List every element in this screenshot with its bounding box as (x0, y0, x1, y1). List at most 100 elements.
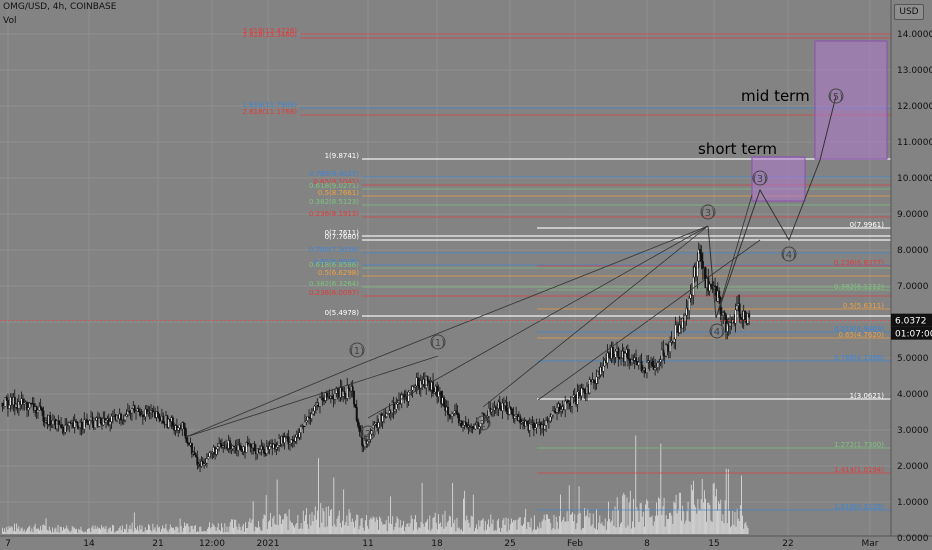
candle-body (88, 420, 91, 425)
volume-bar (612, 510, 614, 534)
candle-body (678, 324, 681, 333)
volume-bar (649, 517, 651, 534)
volume-bar (703, 490, 705, 534)
volume-bar (332, 526, 334, 534)
volume-bar (591, 524, 593, 534)
volume-bar (191, 525, 193, 534)
volume-bar (109, 527, 111, 534)
volume-bar (415, 514, 417, 534)
volume-bar (131, 522, 133, 534)
volume-bar (461, 531, 463, 534)
volume-bar (273, 515, 275, 534)
candle-body (314, 404, 317, 407)
candle-body (23, 402, 26, 405)
volume-bar (405, 526, 407, 534)
wave-circle (700, 204, 716, 220)
volume-bar (326, 526, 328, 534)
volume-bar (229, 522, 231, 534)
candle-body (253, 443, 256, 451)
volume-bar (558, 515, 560, 534)
volume-bar (356, 514, 358, 534)
volume-bar (330, 510, 331, 534)
volume-bar (745, 521, 747, 534)
volume-bar (18, 526, 20, 534)
wave-circle (709, 323, 725, 339)
volume-bar (711, 522, 713, 534)
volume-bar (565, 521, 567, 534)
last-price-text: 6.0372 (895, 317, 927, 327)
volume-bar (350, 521, 352, 534)
volume-bar (491, 523, 493, 534)
volume-bar (161, 528, 163, 534)
volume-bar (606, 521, 608, 534)
volume-bar (396, 516, 398, 534)
volume-bar (502, 520, 504, 534)
volume-bar (153, 529, 155, 534)
volume-bar (249, 518, 251, 534)
volume-bar (48, 526, 50, 534)
candle-body (654, 367, 657, 371)
candle-body (182, 422, 185, 428)
volume-bar (530, 517, 532, 534)
candle-body (734, 309, 737, 324)
volume-bar (169, 524, 171, 534)
volume-bar (96, 526, 98, 534)
volume-bar (390, 496, 391, 534)
volume-bar (630, 528, 632, 534)
volume-bar (115, 531, 117, 534)
volume-bar (485, 529, 487, 534)
volume-bar (93, 529, 95, 534)
volume-bar (695, 507, 697, 534)
candle-body (126, 410, 129, 415)
volume-bar (251, 519, 253, 534)
volume-bar (136, 529, 137, 534)
volume-bar (717, 510, 718, 534)
candle-body (57, 420, 60, 425)
volume-bar (329, 515, 330, 534)
candle-body (366, 441, 369, 444)
volume-bar (276, 479, 278, 534)
volume-bar (444, 510, 446, 534)
zone-layer (751, 40, 888, 202)
volume-bar (618, 527, 620, 534)
candle-body (357, 420, 360, 427)
fib-label: 1.414(1.0194) (834, 466, 884, 474)
volume-bar (181, 531, 183, 534)
volume-bar (21, 527, 23, 534)
candle-body (613, 357, 616, 359)
volume-bar (343, 489, 345, 534)
volume-bar (272, 518, 274, 534)
volume-bar (428, 529, 430, 534)
candle-body (302, 425, 305, 428)
wave-label: (2) (361, 429, 375, 440)
volume-bar (686, 511, 688, 534)
candle-body (259, 449, 262, 453)
volume-bar (53, 531, 55, 534)
volume-bar (379, 516, 381, 534)
candle-body (624, 353, 627, 362)
candle-body (306, 416, 309, 421)
volume-bar (590, 526, 592, 534)
volume-bar (331, 508, 333, 534)
volume-bar (154, 527, 156, 534)
volume-bar (391, 524, 393, 534)
volume-bar (727, 469, 729, 534)
volume-bar (162, 525, 164, 534)
volume-bar (253, 531, 255, 534)
volume-bar (661, 514, 663, 534)
candle-body (265, 446, 268, 454)
volume-bar (89, 528, 91, 534)
candle-body (392, 402, 395, 412)
volume-bar (112, 524, 113, 534)
volume-bar (729, 511, 730, 534)
volume-bar (518, 517, 520, 534)
volume-bar (114, 532, 116, 534)
wave-circle (828, 88, 844, 104)
fib-label: 3.618(13.3460) (243, 31, 298, 39)
volume-bar (721, 520, 723, 534)
volume-bar (747, 528, 749, 534)
volume-bar (440, 522, 442, 534)
candle-body (729, 322, 732, 327)
currency-button[interactable]: USD (894, 4, 924, 20)
